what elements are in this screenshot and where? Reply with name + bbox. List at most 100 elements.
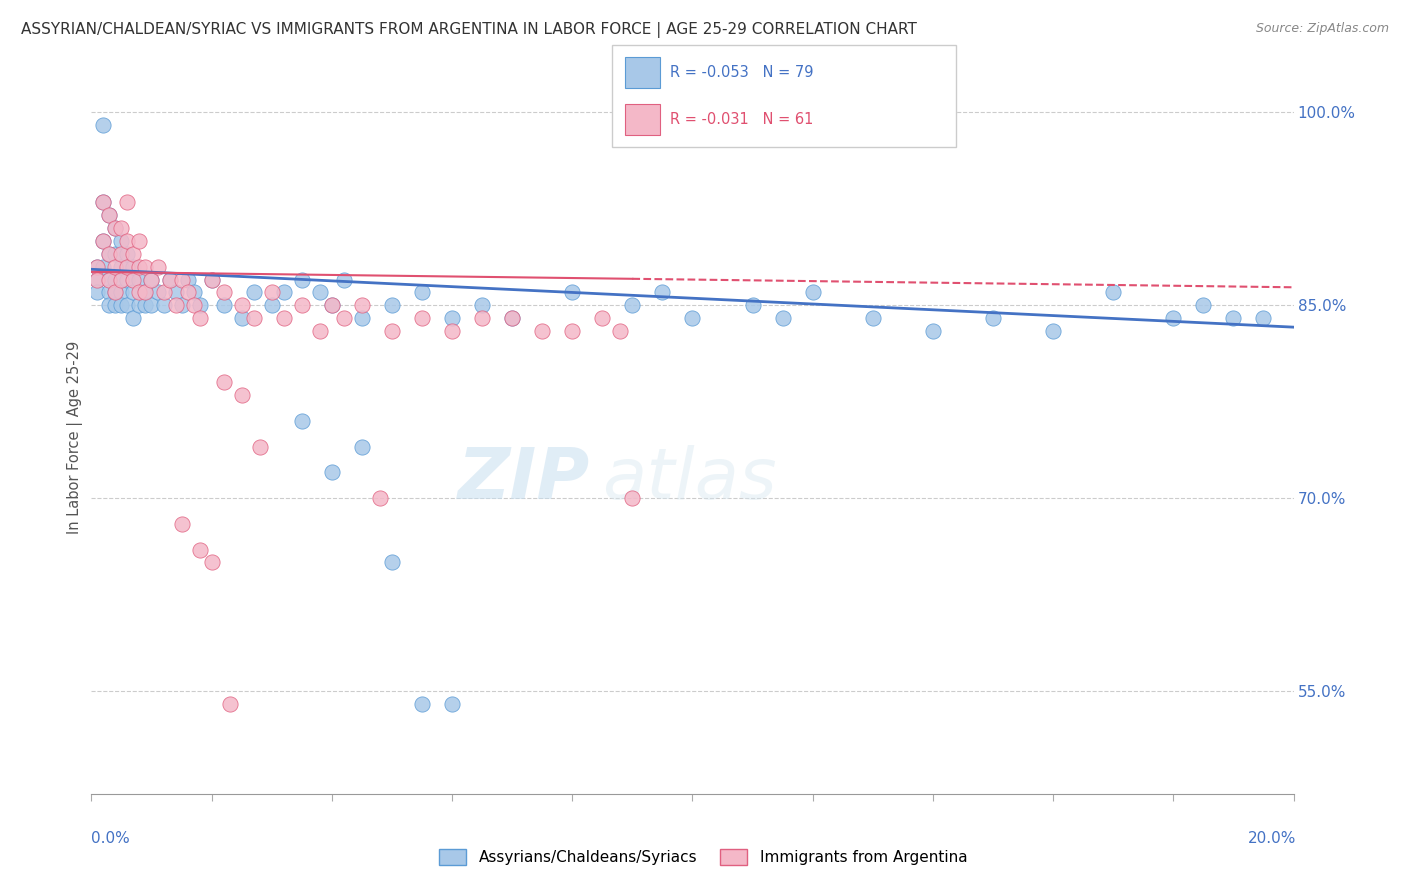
Point	[134, 298, 156, 312]
Point	[93, 260, 115, 274]
Point	[231, 311, 253, 326]
Point	[117, 234, 139, 248]
Point	[651, 285, 673, 300]
Text: atlas: atlas	[602, 445, 778, 515]
Point	[104, 272, 127, 286]
Point	[110, 272, 132, 286]
Point	[117, 272, 139, 286]
Point	[381, 298, 404, 312]
Point	[183, 298, 205, 312]
Point	[93, 234, 115, 248]
Bar	[626, 104, 659, 135]
Point	[110, 298, 132, 312]
Point	[981, 311, 1004, 326]
Point	[128, 234, 150, 248]
Point	[104, 221, 127, 235]
Point	[621, 491, 644, 505]
Point	[501, 311, 523, 326]
Point	[801, 285, 824, 300]
Point	[741, 298, 763, 312]
Point	[152, 298, 174, 312]
Point	[128, 285, 150, 300]
Point	[1042, 324, 1064, 338]
Point	[201, 272, 224, 286]
Point	[128, 272, 150, 286]
Point	[86, 272, 108, 286]
Text: Source: ZipAtlas.com: Source: ZipAtlas.com	[1256, 22, 1389, 36]
Point	[231, 388, 253, 402]
Point	[117, 298, 139, 312]
Point	[188, 298, 211, 312]
Point	[531, 324, 554, 338]
Point	[110, 285, 132, 300]
Point	[440, 697, 463, 711]
Point	[321, 298, 343, 312]
Point	[242, 285, 264, 300]
Point	[146, 260, 169, 274]
Point	[110, 247, 132, 261]
Point	[117, 247, 139, 261]
Point	[1161, 311, 1184, 326]
Point	[146, 285, 169, 300]
Point	[104, 221, 127, 235]
Point	[117, 260, 139, 274]
Point	[98, 272, 121, 286]
Point	[291, 414, 314, 428]
Point	[98, 247, 121, 261]
Point	[141, 298, 163, 312]
Point	[591, 311, 613, 326]
Point	[93, 195, 115, 210]
Point	[98, 272, 121, 286]
Point	[471, 311, 494, 326]
Point	[98, 247, 121, 261]
Point	[260, 298, 283, 312]
Point	[212, 376, 235, 390]
Point	[93, 195, 115, 210]
Point	[110, 221, 132, 235]
Point	[134, 285, 156, 300]
Point	[440, 311, 463, 326]
Point	[308, 285, 330, 300]
Point	[86, 285, 108, 300]
Legend: Assyrians/Chaldeans/Syriacs, Immigrants from Argentina: Assyrians/Chaldeans/Syriacs, Immigrants …	[433, 843, 973, 871]
Point	[212, 298, 235, 312]
Point	[308, 324, 330, 338]
Point	[273, 285, 295, 300]
Point	[1253, 311, 1275, 326]
Point	[104, 285, 127, 300]
Point	[122, 311, 145, 326]
Text: R = -0.053   N = 79: R = -0.053 N = 79	[671, 65, 814, 79]
Text: ASSYRIAN/CHALDEAN/SYRIAC VS IMMIGRANTS FROM ARGENTINA IN LABOR FORCE | AGE 25-29: ASSYRIAN/CHALDEAN/SYRIAC VS IMMIGRANTS F…	[21, 22, 917, 38]
Point	[411, 285, 433, 300]
Point	[165, 285, 187, 300]
Point	[134, 285, 156, 300]
Point	[98, 285, 121, 300]
Point	[273, 311, 295, 326]
Point	[350, 298, 373, 312]
Point	[440, 324, 463, 338]
Point	[471, 298, 494, 312]
Point	[321, 466, 343, 480]
Point	[501, 311, 523, 326]
Point	[260, 285, 283, 300]
Point	[350, 440, 373, 454]
Point	[98, 298, 121, 312]
Point	[110, 234, 132, 248]
Point	[561, 324, 583, 338]
Point	[183, 285, 205, 300]
Point	[1192, 298, 1215, 312]
Point	[170, 298, 193, 312]
Point	[104, 298, 127, 312]
Point	[609, 324, 631, 338]
Text: R = -0.031   N = 61: R = -0.031 N = 61	[671, 112, 814, 127]
Point	[188, 542, 211, 557]
Point	[242, 311, 264, 326]
Point	[98, 208, 121, 222]
FancyBboxPatch shape	[612, 45, 956, 147]
Point	[93, 234, 115, 248]
Point	[1222, 311, 1244, 326]
Point	[141, 272, 163, 286]
Point	[212, 285, 235, 300]
Point	[104, 260, 127, 274]
Point	[1102, 285, 1125, 300]
